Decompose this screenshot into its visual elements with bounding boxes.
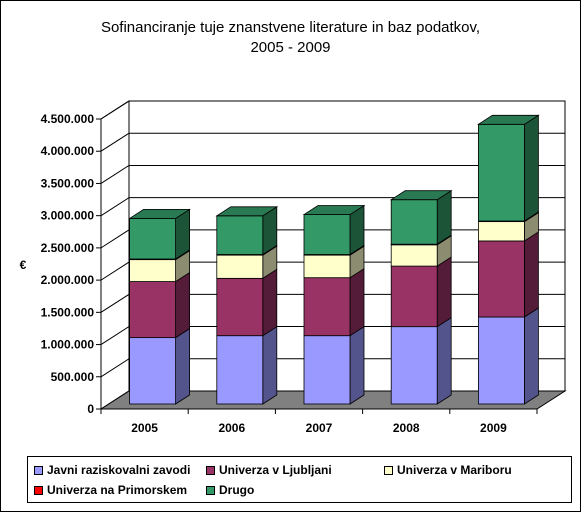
- bar-segment: [216, 277, 264, 337]
- y-tick-label: 4.000.000: [41, 144, 95, 158]
- bar-side-univerza-v-ljubljani: [436, 256, 452, 328]
- bar-segment: [129, 281, 177, 339]
- legend-item: Javni raziskovalni zavodi: [34, 463, 190, 477]
- bar-side-javni-raziskovalni-zavodi: [436, 316, 452, 405]
- bar-side-univerza-v-ljubljani: [175, 271, 191, 339]
- legend-label: Univerza v Ljubljani: [219, 463, 332, 477]
- chart-title-line-1: Sofinanciranje tuje znanstvene literatur…: [100, 19, 481, 36]
- bar-side-univerza-v-ljubljani: [349, 267, 365, 337]
- legend-swatch: [34, 465, 43, 475]
- bar-segment: [477, 240, 525, 318]
- bar-side-javni-raziskovalni-zavodi: [175, 327, 191, 405]
- y-tick-label: 2.000.000: [41, 273, 95, 287]
- bar-side-javni-raziskovalni-zavodi: [524, 307, 539, 405]
- legend-item: Univerza v Mariboru: [384, 463, 512, 477]
- y-tick-label: 3.000.000: [41, 209, 95, 223]
- bar-segment: [216, 335, 264, 405]
- chart-title-line-2: 2005 - 2009: [250, 39, 331, 56]
- x-tick-label: 2007: [306, 421, 333, 435]
- bar-segment: [303, 254, 351, 279]
- y-tick-label: 1.500.000: [41, 305, 95, 319]
- gridline: [100, 100, 565, 120]
- bar-segment: [129, 259, 177, 282]
- bar-top: [389, 190, 453, 201]
- gridline: [100, 132, 565, 152]
- bar-segment: [216, 215, 264, 255]
- x-tick-label: 2008: [393, 421, 420, 435]
- bar-side-javni-raziskovalni-zavodi: [349, 325, 365, 405]
- legend-item: Univerza v Ljubljani: [206, 463, 332, 477]
- bar-side-drugo: [524, 114, 539, 222]
- legend-item: Univerza na Primorskem: [34, 483, 187, 497]
- y-tick-label: 0: [87, 402, 94, 416]
- legend-item: Drugo: [206, 483, 254, 497]
- legend-label: Drugo: [219, 483, 255, 497]
- side-wall: [100, 100, 130, 410]
- x-tick-label: 2009: [480, 421, 507, 435]
- bar-segment: [303, 214, 351, 255]
- bar-segment: [390, 199, 438, 245]
- legend-label: Univerza na Primorskem: [47, 483, 188, 497]
- legend-swatch: [206, 465, 215, 475]
- x-tick-label: 2005: [131, 421, 158, 435]
- bar-segment: [477, 316, 525, 405]
- bar-side-univerza-v-ljubljani: [262, 268, 278, 337]
- bar-top: [477, 114, 540, 125]
- bar-segment: [129, 217, 177, 260]
- bar-side-univerza-v-ljubljani: [524, 231, 539, 318]
- gridline: [100, 164, 565, 184]
- legend-swatch: [384, 465, 393, 475]
- legend-swatch: [206, 485, 215, 495]
- bar-top: [128, 208, 191, 219]
- y-tick-label: 3.500.000: [41, 176, 95, 190]
- chart-title: Sofinanciranje tuje znanstvene literatur…: [1, 18, 580, 58]
- y-tick-label: 1.000.000: [41, 338, 95, 352]
- bar-top: [215, 206, 279, 217]
- bar-segment: [129, 337, 177, 405]
- y-tick-label: 500.000: [51, 370, 95, 384]
- bar-segment: [216, 254, 264, 279]
- y-tick-label: 4.500.000: [41, 112, 95, 126]
- bar-segment: [390, 265, 438, 328]
- legend: Javni raziskovalni zavodi Univerza v Ljub…: [27, 456, 572, 503]
- bar-segment: [477, 221, 525, 242]
- y-tick-label: 2.500.000: [41, 241, 95, 255]
- bar-top: [302, 205, 366, 215]
- legend-swatch: [34, 485, 43, 495]
- bar-side-javni-raziskovalni-zavodi: [262, 325, 278, 405]
- bar-segment: [477, 123, 525, 222]
- bar-segment: [303, 277, 351, 337]
- legend-label: Univerza v Mariboru: [397, 463, 512, 477]
- bar-segment: [390, 326, 438, 405]
- y-axis-label: €: [20, 258, 27, 272]
- bar-segment: [390, 244, 438, 267]
- legend-label: Javni raziskovalni zavodi: [47, 463, 191, 477]
- bar-segment: [303, 335, 351, 405]
- x-tick-label: 2006: [218, 421, 245, 435]
